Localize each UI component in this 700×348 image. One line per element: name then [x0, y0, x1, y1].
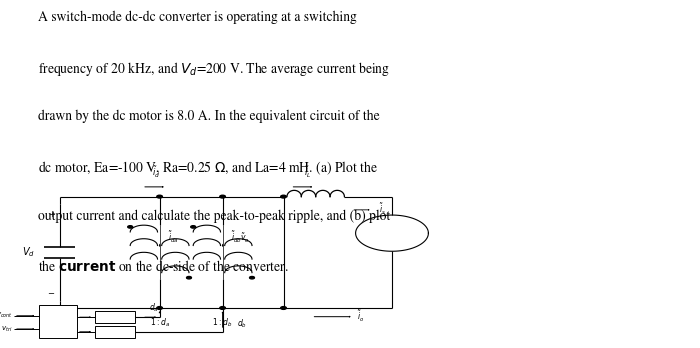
Text: $v_{cont}$: $v_{cont}$ — [0, 311, 13, 321]
Text: $1:d_b$: $1:d_b$ — [212, 317, 233, 329]
Text: $V_d$: $V_d$ — [22, 245, 34, 259]
Text: $\tilde{i}_s$: $\tilde{i}_s$ — [379, 202, 386, 218]
Text: $v_{cont,a}$: $v_{cont,a}$ — [48, 312, 67, 319]
Text: $d_b$: $d_b$ — [237, 318, 246, 330]
Circle shape — [186, 276, 191, 279]
Circle shape — [249, 276, 255, 279]
Circle shape — [190, 226, 196, 228]
Text: $v_{tri}$: $v_{tri}$ — [1, 324, 13, 334]
Circle shape — [127, 226, 132, 228]
Text: $v_{cont,b}$: $v_{cont,b}$ — [48, 325, 67, 333]
Text: $\tilde{i}_d$: $\tilde{i}_d$ — [152, 165, 160, 180]
Text: $\tilde{i}_{da}$: $\tilde{i}_{da}$ — [168, 230, 178, 245]
Text: $\tilde{v}_o$: $\tilde{v}_o$ — [240, 232, 250, 245]
Text: A switch-mode dc-dc converter is operating at a switching: A switch-mode dc-dc converter is operati… — [38, 10, 357, 24]
Text: output current and calculate the peak-to-peak ripple, and (b) plot: output current and calculate the peak-to… — [38, 209, 391, 223]
Bar — [38, 305, 77, 338]
Text: dc motor, Ea=-100 V, Ra=0.25 $\Omega$, and La=4 mH. (a) Plot the: dc motor, Ea=-100 V, Ra=0.25 $\Omega$, a… — [38, 160, 379, 177]
Text: $1/\hat{V}_{tri}$: $1/\hat{V}_{tri}$ — [105, 325, 125, 338]
Text: drawn by the dc motor is 8.0 A. In the equivalent circuit of the: drawn by the dc motor is 8.0 A. In the e… — [38, 110, 380, 123]
Bar — [94, 311, 135, 323]
Bar — [94, 326, 135, 338]
Circle shape — [220, 307, 225, 309]
Text: $1/\hat{V}_{tri}$: $1/\hat{V}_{tri}$ — [105, 311, 125, 324]
Text: $1:d_a$: $1:d_a$ — [150, 317, 169, 329]
Circle shape — [157, 195, 162, 198]
Text: frequency of 20 kHz, and $V_d$=200 V. The average current being: frequency of 20 kHz, and $V_d$=200 V. Th… — [38, 60, 391, 78]
Circle shape — [281, 195, 286, 198]
Circle shape — [220, 195, 225, 198]
Circle shape — [281, 307, 286, 309]
Circle shape — [157, 307, 162, 309]
Text: +: + — [48, 209, 55, 219]
Text: $\tilde{i}_{db}$: $\tilde{i}_{db}$ — [231, 230, 241, 245]
Text: $\tilde{i}_L$: $\tilde{i}_L$ — [304, 165, 312, 180]
Text: −: − — [48, 290, 55, 299]
Text: $d_a$: $d_a$ — [149, 301, 159, 314]
Text: $\tilde{i}_o$: $\tilde{i}_o$ — [357, 309, 364, 324]
Text: the $\bf{current}$ on the dc-side of the converter.: the $\bf{current}$ on the dc-side of the… — [38, 259, 289, 274]
